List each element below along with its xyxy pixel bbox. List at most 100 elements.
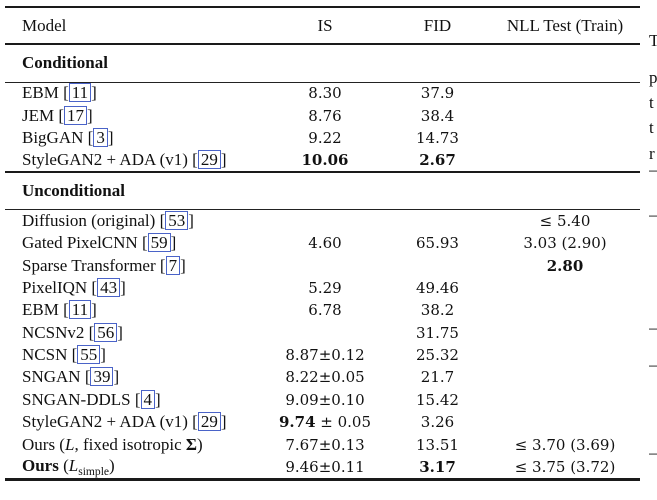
text-segment: EBM bbox=[22, 300, 59, 320]
text-segment: 8.76 bbox=[308, 106, 342, 125]
citation-link[interactable]: 4 bbox=[140, 389, 156, 409]
citation-link[interactable]: 7 bbox=[165, 255, 181, 275]
table-row: SNGAN [39] 8.22±0.05 21.7 bbox=[5, 366, 640, 388]
text-segment: Σ bbox=[185, 434, 197, 454]
text-segment: 3.03 (2.90) bbox=[523, 234, 607, 253]
text-segment: 7.67±0.13 bbox=[285, 435, 365, 454]
table-row: Ours (L, fixed isotropic Σ) 7.67±0.13 13.5… bbox=[5, 433, 640, 455]
table-row: Ours (Lsimple) 9.46±0.11 3.17 ≤ 3.75 (3.72) bbox=[5, 456, 640, 480]
fid-cell: 31.75 bbox=[385, 322, 490, 344]
text-segment: 9.74 bbox=[278, 413, 316, 432]
citation-link[interactable]: 11 bbox=[68, 83, 92, 103]
table-body: Conditional EBM [11] 8.30 37.9 JEM [17] 8.76 3… bbox=[5, 44, 640, 479]
column-header-nll: NLL Test (Train) bbox=[490, 7, 640, 45]
model-cell: NCSN [55] bbox=[22, 345, 106, 365]
nll-cell: ≤ 3.70 (3.69) bbox=[490, 433, 640, 455]
citation-link[interactable]: 59 bbox=[147, 233, 171, 253]
text-segment: BigGAN bbox=[22, 127, 84, 147]
citation-link[interactable]: 43 bbox=[97, 277, 121, 297]
text-segment: PixelIQN bbox=[22, 277, 88, 297]
table-row: EBM [11] 8.30 37.9 bbox=[5, 81, 640, 105]
model-cell: EBM [11] bbox=[22, 300, 97, 320]
is-cell: 8.22±0.05 bbox=[265, 366, 385, 388]
text-segment: 3.17 bbox=[419, 457, 456, 476]
nll-cell bbox=[490, 366, 640, 388]
column-header-model: Model bbox=[5, 7, 265, 45]
text-segment: 8.22±0.05 bbox=[285, 368, 365, 387]
table-row: StyleGAN2 + ADA (v1) [29] 10.06 2.67 bbox=[5, 149, 640, 171]
is-cell: 4.60 bbox=[265, 232, 385, 254]
text-segment: ± 0.05 bbox=[315, 413, 372, 432]
section-header-row: Unconditional bbox=[5, 170, 640, 210]
text-segment: SNGAN bbox=[22, 367, 81, 387]
text-segment: 14.73 bbox=[416, 128, 459, 147]
text-segment: NCSN bbox=[22, 345, 68, 365]
text-segment: 38.4 bbox=[420, 106, 455, 125]
nll-cell bbox=[490, 411, 640, 433]
model-cell: Ours (Lsimple) bbox=[5, 456, 265, 480]
text-segment: StyleGAN2 + ADA (v1) bbox=[22, 149, 188, 169]
citation-link[interactable]: 39 bbox=[90, 367, 114, 387]
text-segment: 25.32 bbox=[416, 346, 459, 365]
text-segment: Sparse Transformer bbox=[22, 255, 156, 275]
citation-link[interactable]: 11 bbox=[68, 300, 92, 320]
text-segment: Gated PixelCNN bbox=[22, 233, 138, 253]
text-segment: 38.2 bbox=[420, 301, 455, 320]
citation-link[interactable]: 56 bbox=[94, 322, 118, 342]
model-cell: EBM [11] bbox=[5, 81, 265, 105]
table-row: Gated PixelCNN [59] 4.60 65.93 3.03 (2.90) bbox=[5, 232, 640, 254]
text-segment: ) bbox=[109, 455, 115, 475]
text-segment: simple bbox=[78, 464, 110, 478]
fid-cell: 65.93 bbox=[385, 232, 490, 254]
header-row: Model IS FID NLL Test (Train) bbox=[5, 7, 640, 45]
model-cell: PixelIQN [43] bbox=[22, 277, 126, 297]
model-cell: Sparse Transformer [7] bbox=[22, 255, 186, 275]
nll-cell bbox=[490, 104, 640, 126]
text-segment: L bbox=[64, 434, 75, 454]
nll-cell bbox=[490, 389, 640, 411]
table-row: Sparse Transformer [7] 2.80 bbox=[5, 254, 640, 276]
text-segment: 3.26 bbox=[420, 413, 455, 432]
text-segment: Diffusion (original) bbox=[22, 211, 156, 230]
citation-link[interactable]: 17 bbox=[64, 105, 88, 125]
nll-cell: 3.03 (2.90) bbox=[490, 232, 640, 254]
clipped-text-fragment: r bbox=[649, 144, 655, 163]
model-cell: Diffusion (original) [53] bbox=[5, 209, 265, 232]
nll-cell bbox=[490, 277, 640, 299]
fid-cell: 21.7 bbox=[385, 366, 490, 388]
citation-link[interactable]: 53 bbox=[165, 211, 189, 230]
citation-link[interactable]: 55 bbox=[77, 345, 101, 365]
fid-cell: 25.32 bbox=[385, 344, 490, 366]
column-header-fid: FID bbox=[385, 7, 490, 45]
nll-cell: ≤ 3.75 (3.72) bbox=[490, 456, 640, 480]
section-label: Unconditional bbox=[5, 170, 640, 210]
text-segment: 65.93 bbox=[416, 234, 459, 253]
text-segment: 9.46±0.11 bbox=[285, 457, 365, 476]
text-segment: SNGAN-DDLS bbox=[22, 389, 131, 409]
clipped-text-fragment: t bbox=[649, 93, 654, 112]
is-cell: 6.78 bbox=[265, 299, 385, 321]
table-row: JEM [17] 8.76 38.4 bbox=[5, 104, 640, 126]
fid-cell: 13.51 bbox=[385, 433, 490, 455]
clipped-text-fragment: — bbox=[649, 443, 657, 463]
text-segment: 13.51 bbox=[416, 435, 459, 454]
table-row: Diffusion (original) [53] ≤ 5.40 bbox=[5, 209, 640, 232]
model-cell: Ours (L, fixed isotropic Σ) bbox=[5, 433, 265, 455]
results-table: Model IS FID NLL Test (Train) Conditiona… bbox=[5, 6, 640, 481]
text-segment: 4.60 bbox=[308, 234, 342, 253]
table-row: PixelIQN [43] 5.29 49.46 bbox=[5, 277, 640, 299]
model-cell: SNGAN-DDLS [4] bbox=[22, 389, 161, 409]
text-segment: Ours ( bbox=[22, 434, 65, 454]
fid-cell: 14.73 bbox=[385, 127, 490, 149]
section-header-row: Conditional bbox=[5, 44, 640, 82]
citation-link[interactable]: 29 bbox=[197, 412, 221, 432]
clipped-text-fragment: t bbox=[649, 118, 654, 137]
citation-link[interactable]: 3 bbox=[93, 127, 108, 147]
column-header-is: IS bbox=[265, 7, 385, 45]
nll-cell: 2.80 bbox=[490, 254, 640, 276]
citation-link[interactable]: 29 bbox=[197, 149, 221, 169]
is-cell: 9.46±0.11 bbox=[265, 456, 385, 480]
clipped-text-fragment: — bbox=[649, 318, 657, 338]
text-segment: 6.78 bbox=[308, 301, 342, 320]
